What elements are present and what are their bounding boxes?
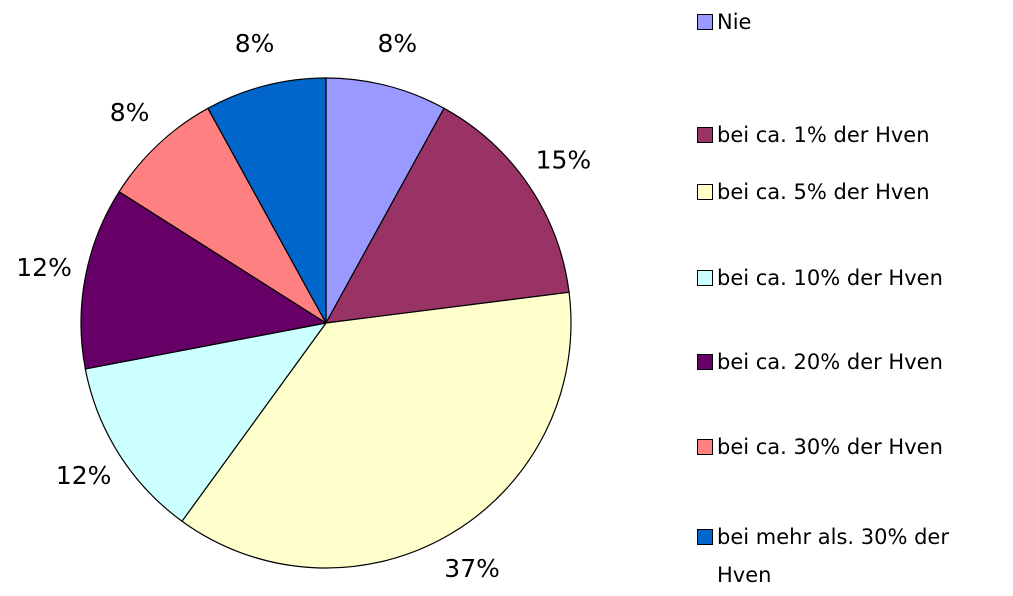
pie-slice: [181, 291, 572, 569]
legend-label: bei ca. 10% der Hven: [717, 266, 943, 290]
pie-slice: [80, 190, 328, 370]
legend-label: bei ca. 1% der Hven: [717, 123, 930, 147]
legend-item: bei ca. 1% der Hven: [697, 116, 1007, 154]
legend-label: bei ca. 20% der Hven: [717, 350, 943, 374]
data-label: 37%: [444, 554, 500, 583]
legend-swatch: [697, 529, 713, 545]
legend-item: bei ca. 20% der Hven: [697, 343, 1007, 381]
legend-label: bei mehr als. 30% der Hven: [717, 525, 949, 587]
pie-slice: [325, 77, 445, 324]
data-label: 8%: [235, 29, 275, 58]
legend-swatch: [697, 184, 713, 200]
legend-item: bei ca. 10% der Hven: [697, 259, 1007, 297]
legend-item: Nie: [697, 3, 1007, 41]
legend-label: bei ca. 5% der Hven: [717, 180, 930, 204]
data-label: 15%: [536, 146, 592, 175]
data-label: 12%: [56, 461, 112, 490]
legend-label: bei ca. 30% der Hven: [717, 435, 943, 459]
legend-swatch: [697, 439, 713, 455]
legend-item: bei ca. 5% der Hven: [697, 173, 1007, 211]
legend-item: bei mehr als. 30% der Hven: [697, 518, 1007, 594]
pie-slice: [118, 107, 327, 324]
pie-slice: [324, 107, 570, 324]
pie-slice: [84, 322, 328, 523]
data-label: 8%: [378, 29, 418, 58]
legend-swatch: [697, 270, 713, 286]
legend-swatch: [697, 14, 713, 30]
legend-swatch: [697, 354, 713, 370]
legend-swatch: [697, 127, 713, 143]
legend-label: Nie: [717, 10, 752, 34]
data-label: 12%: [16, 253, 72, 282]
data-label: 8%: [110, 98, 150, 127]
legend-item: bei ca. 30% der Hven: [697, 428, 1007, 466]
pie-slice: [207, 77, 327, 324]
pie: 8% 15% 37% 12% 12% 8% 8%: [16, 29, 592, 583]
